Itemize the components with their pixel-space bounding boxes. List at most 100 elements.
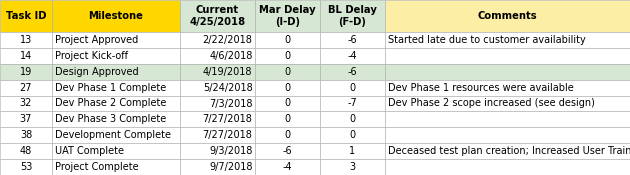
Bar: [52, 96, 180, 111]
Bar: [0, 48, 52, 64]
Text: 38: 38: [20, 130, 32, 140]
Text: 0: 0: [350, 130, 355, 140]
Bar: [52, 48, 180, 64]
Bar: [385, 127, 630, 143]
Text: 0: 0: [350, 83, 355, 93]
Bar: [180, 80, 255, 96]
Text: 1: 1: [350, 146, 355, 156]
Bar: [180, 96, 255, 111]
Text: 0: 0: [284, 99, 290, 108]
Bar: [320, 32, 385, 48]
Bar: [0, 80, 52, 96]
Text: 37: 37: [20, 114, 32, 124]
Bar: [385, 159, 630, 175]
Bar: [255, 127, 320, 143]
Text: 5/24/2018: 5/24/2018: [203, 83, 253, 93]
Bar: [385, 111, 630, 127]
Text: 0: 0: [284, 51, 290, 61]
Text: 9/3/2018: 9/3/2018: [209, 146, 253, 156]
Text: 0: 0: [350, 114, 355, 124]
Text: 7/27/2018: 7/27/2018: [203, 114, 253, 124]
Bar: [255, 111, 320, 127]
Bar: [52, 32, 180, 48]
Bar: [255, 48, 320, 64]
Bar: [385, 48, 630, 64]
Text: 19: 19: [20, 67, 32, 77]
Bar: [0, 0, 52, 32]
Text: 53: 53: [20, 162, 32, 172]
Bar: [0, 143, 52, 159]
Text: Project Complete: Project Complete: [55, 162, 139, 172]
Text: -4: -4: [283, 162, 292, 172]
Text: Comments: Comments: [478, 11, 537, 21]
Text: -6: -6: [348, 67, 357, 77]
Text: Mar Delay
(I-D): Mar Delay (I-D): [259, 5, 316, 27]
Bar: [255, 159, 320, 175]
Bar: [52, 80, 180, 96]
Bar: [52, 127, 180, 143]
Bar: [320, 127, 385, 143]
Text: -7: -7: [348, 99, 357, 108]
Bar: [320, 64, 385, 80]
Text: 0: 0: [284, 114, 290, 124]
Text: Deceased test plan creation; Increased User Training: Deceased test plan creation; Increased U…: [388, 146, 630, 156]
Text: Development Complete: Development Complete: [55, 130, 171, 140]
Bar: [0, 127, 52, 143]
Text: 14: 14: [20, 51, 32, 61]
Bar: [385, 143, 630, 159]
Bar: [0, 64, 52, 80]
Bar: [255, 64, 320, 80]
Text: Task ID: Task ID: [6, 11, 46, 21]
Bar: [320, 80, 385, 96]
Text: Dev Phase 3 Complete: Dev Phase 3 Complete: [55, 114, 166, 124]
Bar: [255, 80, 320, 96]
Bar: [0, 96, 52, 111]
Text: Dev Phase 2 scope increased (see design): Dev Phase 2 scope increased (see design): [388, 99, 595, 108]
Bar: [320, 48, 385, 64]
Bar: [385, 64, 630, 80]
Text: UAT Complete: UAT Complete: [55, 146, 124, 156]
Bar: [385, 0, 630, 32]
Bar: [255, 0, 320, 32]
Text: BL Delay
(F-D): BL Delay (F-D): [328, 5, 377, 27]
Bar: [0, 111, 52, 127]
Bar: [180, 111, 255, 127]
Bar: [180, 48, 255, 64]
Text: Current
4/25/2018: Current 4/25/2018: [190, 5, 246, 27]
Text: 9/7/2018: 9/7/2018: [209, 162, 253, 172]
Bar: [385, 32, 630, 48]
Text: 0: 0: [284, 67, 290, 77]
Bar: [180, 143, 255, 159]
Bar: [320, 0, 385, 32]
Text: Dev Phase 1 Complete: Dev Phase 1 Complete: [55, 83, 166, 93]
Bar: [180, 159, 255, 175]
Text: Dev Phase 1 resources were available: Dev Phase 1 resources were available: [388, 83, 574, 93]
Bar: [52, 159, 180, 175]
Bar: [320, 111, 385, 127]
Text: 4/19/2018: 4/19/2018: [203, 67, 253, 77]
Bar: [0, 159, 52, 175]
Bar: [255, 143, 320, 159]
Bar: [52, 143, 180, 159]
Text: 4/6/2018: 4/6/2018: [209, 51, 253, 61]
Text: 0: 0: [284, 130, 290, 140]
Text: Milestone: Milestone: [89, 11, 144, 21]
Bar: [180, 0, 255, 32]
Text: 2/22/2018: 2/22/2018: [203, 35, 253, 45]
Bar: [180, 127, 255, 143]
Text: Dev Phase 2 Complete: Dev Phase 2 Complete: [55, 99, 166, 108]
Text: Design Approved: Design Approved: [55, 67, 139, 77]
Bar: [320, 143, 385, 159]
Bar: [320, 159, 385, 175]
Text: 0: 0: [284, 83, 290, 93]
Bar: [385, 96, 630, 111]
Bar: [52, 111, 180, 127]
Bar: [52, 64, 180, 80]
Bar: [180, 64, 255, 80]
Text: 7/27/2018: 7/27/2018: [203, 130, 253, 140]
Text: 27: 27: [20, 83, 32, 93]
Text: 3: 3: [350, 162, 355, 172]
Bar: [255, 32, 320, 48]
Bar: [385, 80, 630, 96]
Text: Project Kick-off: Project Kick-off: [55, 51, 128, 61]
